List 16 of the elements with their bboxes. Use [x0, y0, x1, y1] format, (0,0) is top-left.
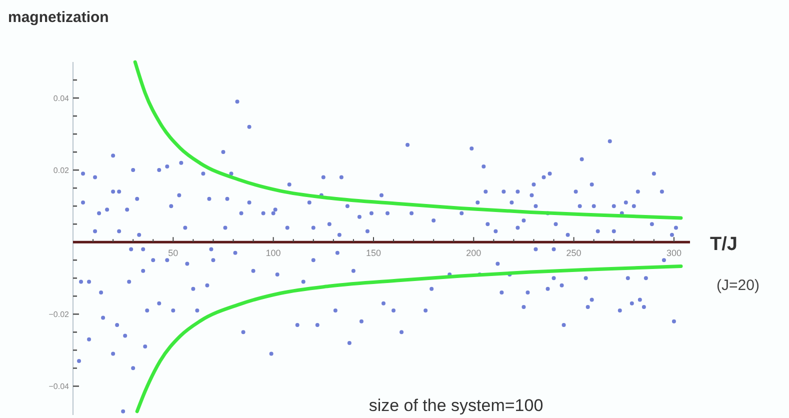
x-tick-label: 150	[366, 248, 382, 258]
x-tick-label: 200	[466, 248, 482, 258]
x-axis-title: T/J	[710, 234, 738, 256]
annotation: size of the system=100	[368, 396, 544, 415]
y-tick-label: 0.04	[53, 94, 70, 103]
x-tick-label: 250	[566, 248, 582, 258]
y-tick-label: −0.02	[48, 310, 70, 319]
line-series	[135, 264, 683, 414]
x-tick-label: 100	[266, 248, 281, 258]
x-tick-label: 50	[168, 248, 178, 258]
y-tick-label: 0.02	[53, 166, 70, 175]
x-tick-label: 300	[666, 248, 682, 258]
y-tick-label: −0.04	[48, 382, 70, 391]
line-series	[133, 60, 683, 220]
text: (J=20)	[716, 277, 760, 294]
y-axis-title: magnetization	[8, 9, 109, 26]
